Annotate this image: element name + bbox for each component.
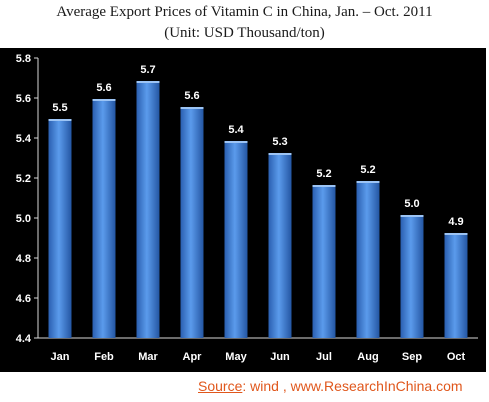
data-label: 5.2 [316, 168, 331, 180]
y-tick-label: 5.4 [16, 133, 32, 145]
data-label: 5.6 [184, 90, 199, 102]
y-tick-label: 5.2 [16, 173, 31, 185]
data-label: 4.9 [448, 216, 463, 228]
y-tick-label: 4.6 [16, 293, 31, 305]
x-tick-label: Apr [183, 351, 203, 363]
y-tick-label: 4.4 [16, 333, 32, 345]
chart-title: Average Export Prices of Vitamin C in Ch… [56, 4, 433, 20]
bar [444, 234, 468, 338]
x-tick-label: Mar [138, 351, 158, 363]
bar [136, 82, 160, 338]
y-tick-label: 5.0 [16, 213, 31, 225]
data-label: 5.4 [228, 124, 244, 136]
bar [180, 108, 204, 338]
x-tick-label: May [225, 351, 247, 363]
x-tick-label: Jan [51, 351, 70, 363]
data-label: 5.7 [140, 64, 155, 76]
bar [356, 182, 380, 338]
data-label: 5.0 [404, 198, 419, 210]
source-text: : wind , www.ResearchInChina.com [242, 378, 463, 394]
data-label: 5.6 [96, 82, 111, 94]
x-tick-label: Feb [94, 351, 114, 363]
x-tick-label: Sep [402, 351, 422, 363]
data-label: 5.2 [360, 164, 375, 176]
data-label: 5.3 [272, 136, 287, 148]
chart-subtitle: (Unit: USD Thousand/ton) [164, 25, 325, 41]
bar [48, 120, 72, 338]
bar [312, 186, 336, 338]
x-tick-label: Oct [447, 351, 466, 363]
bar [224, 142, 248, 338]
y-tick-label: 5.8 [16, 53, 31, 65]
bar-chart: 4.4 4.6 4.8 5.0 5.2 5.4 5.6 5.8 5.5 Jan 5.6 Feb 5.7… [0, 48, 486, 372]
source-note: Source: wind , www.ResearchInChina.com [198, 378, 463, 394]
bar [400, 216, 424, 338]
bar [92, 100, 116, 338]
x-tick-label: Jul [316, 351, 332, 363]
x-tick-label: Aug [357, 351, 378, 363]
source-label: Source [198, 378, 243, 394]
x-tick-label: Jun [270, 351, 290, 363]
y-tick-label: 4.8 [16, 253, 31, 265]
y-tick-label: 5.6 [16, 93, 31, 105]
data-label: 5.5 [52, 102, 67, 114]
bar [268, 154, 292, 338]
